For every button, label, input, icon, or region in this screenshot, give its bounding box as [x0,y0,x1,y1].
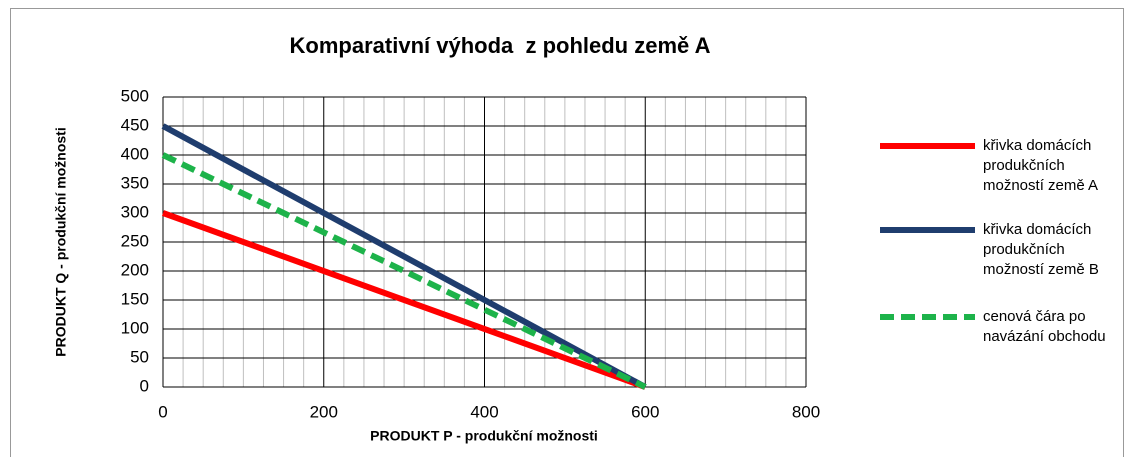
series-line [161,210,647,390]
legend-label: křivka domácích produkčních možností zem… [983,221,1099,278]
y-tick-label: 0 [140,376,149,395]
chart-title: Komparativní výhoda z pohledu země A [290,33,711,58]
y-tick-label: 400 [121,144,149,163]
y-tick-label: 200 [121,260,149,279]
x-tick-label: 200 [310,402,338,421]
chart-border [10,8,1124,457]
legend-label: křivka domácích produkčních možností zem… [983,137,1099,194]
y-tick-label: 350 [121,173,149,192]
y-tick-label: 250 [121,231,149,250]
y-tick-label: 150 [121,289,149,308]
series-line [161,123,647,390]
y-tick-label: 100 [121,318,149,337]
y-tick-label: 50 [130,347,149,366]
y-tick-label: 500 [121,86,149,105]
x-axis-label: PRODUKT P - produkční možnosti [370,428,598,444]
y-tick-label: 450 [121,115,149,134]
y-tick-label: 300 [121,202,149,221]
legend-label: cenová čára po navázání obchodu [983,308,1106,345]
x-tick-label: 800 [792,402,820,421]
x-tick-label: 600 [631,402,659,421]
series-line [161,152,647,390]
y-axis-label: PRODUKT Q - produkční možnosti [53,127,69,356]
x-tick-label: 0 [158,402,167,421]
x-tick-label: 400 [470,402,498,421]
